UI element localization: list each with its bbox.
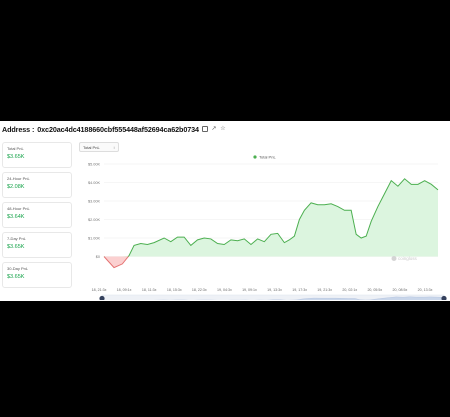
chevron-updown-icon: ↕ xyxy=(113,145,115,150)
legend-label: Total PnL xyxy=(259,155,276,160)
stat-label: 48-Hour PnL xyxy=(7,206,30,211)
series-area-negative xyxy=(104,256,438,268)
stat-label: 30-Day PnL xyxy=(7,266,29,271)
pnl-stats-sidebar: Total PnL $3.65K 24-Hour PnL $2.08K 48-H… xyxy=(2,142,72,292)
copy-icon[interactable] xyxy=(201,126,208,132)
x-tick-label: 19, 09:1x xyxy=(242,288,257,292)
star-icon[interactable]: ☆ xyxy=(220,126,226,132)
x-tick-label: 20, 05:5x xyxy=(367,288,382,292)
x-tick-label: 18, 21:3x xyxy=(92,288,107,292)
y-tick-label: $2.00K xyxy=(88,218,101,222)
stat-card-7d: 7-Day PnL $3.65K xyxy=(2,232,72,258)
pnl-chart[interactable]: Total PnL $5.00K $4.00K $3.00K $2.00K $1.00K $… xyxy=(76,140,448,301)
stat-card-48h: 48-Hour PnL $3.64K xyxy=(2,202,72,228)
x-tick-label: 18, 15:3x xyxy=(167,288,182,292)
x-tick-label: 19, 21:3x xyxy=(317,288,332,292)
x-tick-label: 18, 11:3x xyxy=(142,288,157,292)
stat-value: $2.08K xyxy=(7,184,25,190)
x-tick-label: 19, 04:3x xyxy=(217,288,232,292)
wallet-pnl-panel: Address : 0xc20ac4dc4188660cbf555448af52… xyxy=(0,121,450,301)
address-label: Address : xyxy=(2,124,35,134)
x-tick-label: 18, 09:1x xyxy=(117,288,132,292)
x-tick-label: 18, 22:3x xyxy=(192,288,207,292)
watermark-text: coingloss xyxy=(398,256,418,261)
pnl-chart-area: Total PnL ↕ Total PnL $5.00K $4.00K $3.00K $… xyxy=(76,140,448,301)
stat-value: $3.65K xyxy=(7,244,25,250)
screen-bottom-area xyxy=(0,301,450,417)
stat-label: 24-Hour PnL xyxy=(7,176,30,181)
x-tick-label: 20, 13:3x xyxy=(418,288,433,292)
external-link-icon[interactable]: ↗ xyxy=(211,126,217,132)
range-handle-right[interactable] xyxy=(441,295,447,301)
stat-value: $3.65K xyxy=(7,274,25,280)
y-tick-label: $0 xyxy=(96,255,100,259)
address-row: Address : 0xc20ac4dc4188660cbf555448af52… xyxy=(2,123,226,135)
stat-value: $3.64K xyxy=(7,214,25,220)
y-tick-label: $4.00K xyxy=(88,181,101,185)
y-tick-label: $5.00K xyxy=(88,163,101,167)
address-value: 0xc20ac4dc4188660cbf555448af52694ca62b07… xyxy=(37,124,199,134)
series-line-total-pnl xyxy=(104,178,439,257)
stat-value: $3.65K xyxy=(7,154,25,160)
stat-card-30d: 30-Day PnL $3.65K xyxy=(2,262,72,288)
stat-label: 7-Day PnL xyxy=(7,236,26,241)
x-tick-label: 19, 17:3x xyxy=(292,288,307,292)
stat-card-24h: 24-Hour PnL $2.08K xyxy=(2,172,72,198)
x-tick-label: 20, 02:1x xyxy=(342,288,357,292)
range-handle-left[interactable] xyxy=(99,295,105,301)
series-area-positive xyxy=(104,178,438,257)
x-tick-label: 19, 13:3x xyxy=(267,288,282,292)
y-tick-label: $3.00K xyxy=(88,200,101,204)
legend-marker xyxy=(253,155,257,159)
dropdown-selected-label: Total PnL xyxy=(83,145,100,150)
x-tick-label: 20, 08:5x xyxy=(393,288,408,292)
watermark-logo xyxy=(391,256,397,261)
y-tick-label: $1.00K xyxy=(88,237,101,241)
stat-card-total: Total PnL $3.65K xyxy=(2,142,72,168)
stat-label: Total PnL xyxy=(7,146,24,151)
pnl-type-dropdown[interactable]: Total PnL ↕ xyxy=(79,142,119,152)
